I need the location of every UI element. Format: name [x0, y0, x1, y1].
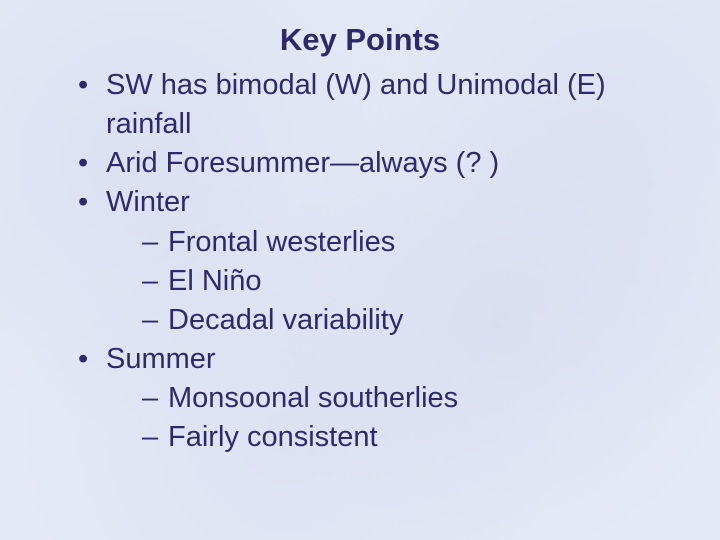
- bullet-list: SW has bimodal (W) and Unimodal (E) rain…: [30, 66, 690, 457]
- list-item: Summer Monsoonal southerlies Fairly cons…: [78, 340, 690, 457]
- list-item-text: Monsoonal southerlies: [168, 382, 458, 414]
- list-item-text: Summer: [106, 343, 216, 375]
- list-item: Fairly consistent: [142, 418, 690, 457]
- list-item: El Niño: [142, 262, 690, 301]
- list-item-text: Fairly consistent: [168, 421, 378, 453]
- sub-list: Monsoonal southerlies Fairly consistent: [106, 379, 690, 457]
- list-item: Winter Frontal westerlies El Niño Decada…: [78, 183, 690, 340]
- list-item: Decadal variability: [142, 301, 690, 340]
- sub-list: Frontal westerlies El Niño Decadal varia…: [106, 223, 690, 340]
- list-item: Arid Foresummer—always (? ): [78, 144, 690, 183]
- list-item: SW has bimodal (W) and Unimodal (E) rain…: [78, 66, 690, 144]
- list-item: Frontal westerlies: [142, 223, 690, 262]
- slide-title: Key Points: [30, 22, 690, 58]
- list-item-text: Frontal westerlies: [168, 226, 395, 258]
- list-item: Monsoonal southerlies: [142, 379, 690, 418]
- list-item-text: Arid Foresummer—always (? ): [106, 147, 499, 179]
- list-item-text: El Niño: [168, 265, 262, 297]
- list-item-text: Winter: [106, 186, 190, 218]
- list-item-text: SW has bimodal (W) and Unimodal (E) rain…: [106, 69, 606, 140]
- slide: Key Points SW has bimodal (W) and Unimod…: [0, 0, 720, 540]
- list-item-text: Decadal variability: [168, 304, 403, 336]
